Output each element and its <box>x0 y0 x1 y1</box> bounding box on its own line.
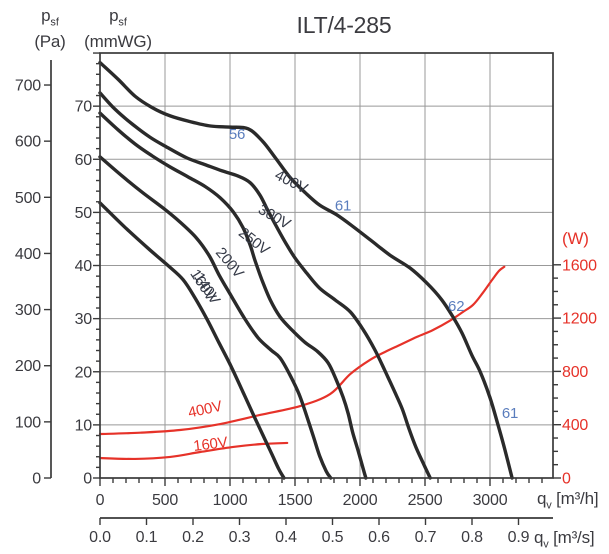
chart-text-label: 200 <box>15 358 41 375</box>
chart-text-label: 400 <box>15 246 41 263</box>
pressure-curve-400V <box>98 60 514 480</box>
chart-text-label: 60 <box>75 152 93 169</box>
flow-m3h-axis-unit: qv [m³/h] <box>537 489 599 512</box>
pa-axis-unit: (Pa) <box>34 32 66 52</box>
chart-text-label: 0.8 <box>461 529 483 546</box>
chart-text-label: 2000 <box>343 492 378 509</box>
chart-text-label: 400 <box>562 417 588 434</box>
chart-text-label: 61 <box>502 405 518 422</box>
chart-text-label: 500 <box>152 492 178 509</box>
power-curve-160V <box>98 441 289 461</box>
chart-text-label: 1200 <box>562 311 597 328</box>
mmwg-axis-title: psf (mmWG) <box>80 6 156 51</box>
chart-text-label: 3000 <box>473 492 508 509</box>
power-curve-400V <box>98 265 506 436</box>
chart-text-label: 20 <box>75 364 93 381</box>
chart-text-label: 1000 <box>213 492 248 509</box>
w-axis-unit: (W) <box>562 229 589 248</box>
pressure-curve-300V <box>98 91 432 480</box>
chart-text-label: 62 <box>448 298 464 315</box>
chart-text-label: 0.6 <box>368 529 390 546</box>
pressure-curves <box>98 60 514 480</box>
chart-text-label: 700 <box>15 78 41 95</box>
chart-text-label: 0.5 <box>322 529 344 546</box>
noise-level-labels: 56 61 62 61 <box>229 126 518 422</box>
chart-text-label: 800 <box>562 364 588 381</box>
chart-text-label: 0.0 <box>89 529 111 546</box>
chart-text-label: 10 <box>75 417 93 434</box>
chart-text-label: 61 <box>335 198 351 215</box>
mmwg-axis-unit: (mmWG) <box>84 32 152 52</box>
chart-text-label: 56 <box>229 126 245 143</box>
chart-text-label: 200V <box>212 244 247 281</box>
chart-text-label: 400V <box>272 167 310 198</box>
power-curves <box>98 265 506 461</box>
chart-text-label: 0 <box>562 471 571 488</box>
flow-m3s-axis-unit: qv [m³/s] <box>534 528 595 551</box>
chart-text-label: 30 <box>75 311 93 328</box>
pressure-curve-250V <box>98 111 368 480</box>
mmwg-axis-symbol: psf <box>109 6 127 29</box>
chart-text-label: 0 <box>32 471 41 488</box>
chart-text-label: 40 <box>75 258 93 275</box>
grid-lines <box>100 53 553 478</box>
chart-text-label: 0 <box>96 492 105 509</box>
chart-text-label: 0 <box>83 471 92 488</box>
pressure-curve-160V <box>98 201 286 480</box>
chart-text-label: 500 <box>15 190 41 207</box>
pa-axis-symbol: psf <box>41 6 59 29</box>
chart-text-label: 50 <box>75 205 93 222</box>
chart-text-label: 300 <box>15 302 41 319</box>
chart-text-label: 1500 <box>278 492 313 509</box>
chart-text-label: 100 <box>15 414 41 431</box>
chart-text-label: 2500 <box>408 492 443 509</box>
chart-text-label: 1600 <box>562 257 597 274</box>
pressure-curve-200V <box>98 155 333 480</box>
chart-text-label: 0.7 <box>415 529 437 546</box>
pa-axis-title: psf (Pa) <box>24 6 76 51</box>
chart-text-label: 0.4 <box>275 529 297 546</box>
chart-text-label: 400V <box>187 398 224 422</box>
chart-title: ILT/4-285 <box>296 12 392 38</box>
chart-text-label: 0.2 <box>182 529 204 546</box>
chart-text-label: 0.9 <box>508 529 530 546</box>
chart-text-label: 0.1 <box>136 529 158 546</box>
chart-text-label: 300V <box>255 201 293 233</box>
chart-text-label: 160V <box>192 434 228 455</box>
chart-text-label: 70 <box>75 99 93 116</box>
chart-text-label: 600 <box>15 134 41 151</box>
chart-text-label: 0.3 <box>229 529 251 546</box>
